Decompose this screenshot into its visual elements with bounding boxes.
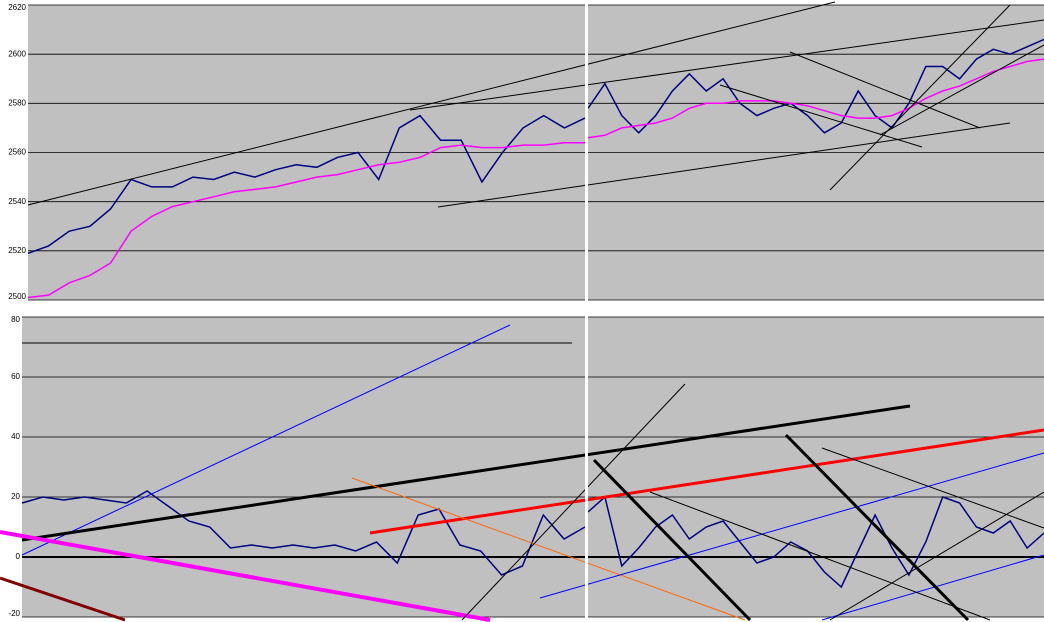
trend-line xyxy=(829,4,1011,191)
trend-line xyxy=(0,576,126,622)
trend-line xyxy=(21,324,511,556)
y-tick-label: -20 xyxy=(8,609,20,618)
trend-line xyxy=(351,477,746,621)
y-tick-label: 2520 xyxy=(8,246,26,255)
data-line xyxy=(27,141,585,299)
trend-line xyxy=(21,404,911,542)
data-line xyxy=(21,490,586,576)
trend-line xyxy=(879,44,1044,136)
trend-line xyxy=(784,433,970,622)
data-line xyxy=(587,58,1044,139)
trend-line xyxy=(592,458,752,622)
trend-line xyxy=(461,383,686,621)
trend-line xyxy=(437,122,1011,208)
y-tick-label: 2580 xyxy=(8,98,26,107)
trend-line xyxy=(719,84,923,148)
y-tick-label: 40 xyxy=(11,432,20,441)
data-line xyxy=(27,114,586,255)
y-tick-label: 20 xyxy=(11,492,20,501)
panels: 2500 2520 2540 2560 2580 2600 2620 -20 0 20 40 60 80 xyxy=(8,3,1044,618)
trend-line xyxy=(539,452,1044,599)
y-tick-label: 2500 xyxy=(8,292,26,301)
panel-divider xyxy=(585,0,588,622)
y-tick-label: 60 xyxy=(11,372,20,381)
trend-line xyxy=(27,1,836,206)
data-line xyxy=(587,495,1044,589)
data-line xyxy=(587,38,1044,134)
trend-line xyxy=(0,530,491,622)
trend-line xyxy=(829,491,1044,621)
trend-line xyxy=(649,491,991,621)
trend-line xyxy=(409,19,1044,111)
trend-line xyxy=(369,428,1044,535)
plot-area xyxy=(22,317,585,617)
y-tick-label: 2560 xyxy=(8,148,26,157)
y-tick-label: 0 xyxy=(16,552,21,561)
y-tick-label: 80 xyxy=(11,315,20,324)
y-tick-label: 2620 xyxy=(8,3,26,12)
trend-line xyxy=(789,51,981,129)
y-tick-label: 2600 xyxy=(8,49,26,58)
trend-line xyxy=(821,554,1044,621)
y-tick-label: 2540 xyxy=(8,197,26,206)
